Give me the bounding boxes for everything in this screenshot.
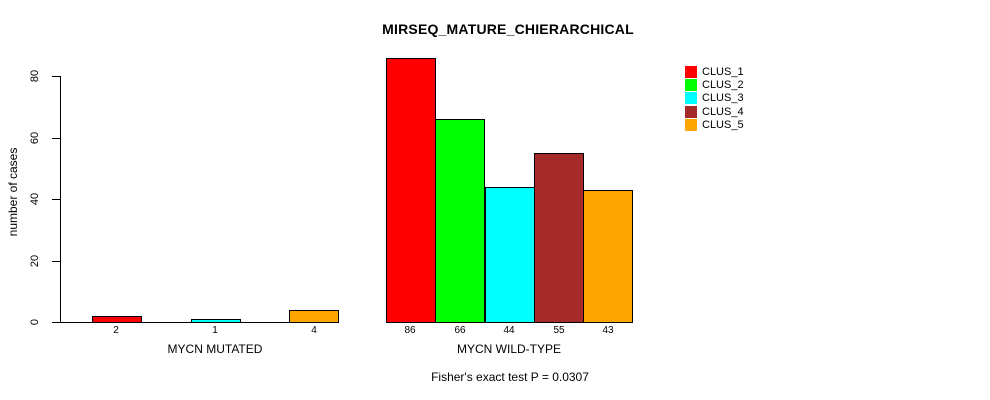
legend-label: CLUS_2 bbox=[702, 79, 744, 91]
bar-value-label: 55 bbox=[553, 325, 565, 336]
bar-clus_5 bbox=[583, 190, 633, 323]
y-axis-tick bbox=[52, 199, 60, 200]
legend-label: CLUS_4 bbox=[702, 106, 744, 118]
legend-swatch-clus_4 bbox=[685, 106, 697, 118]
bar-value-label: 4 bbox=[311, 325, 317, 336]
fisher-test-note: Fisher's exact test P = 0.0307 bbox=[431, 370, 589, 384]
legend-swatch-clus_5 bbox=[685, 119, 697, 131]
bar-value-label: 86 bbox=[404, 325, 416, 336]
y-axis-tick bbox=[52, 261, 60, 262]
legend-swatch-clus_1 bbox=[685, 66, 697, 78]
y-axis-line bbox=[60, 76, 61, 323]
chart-title: MIRSEQ_MATURE_CHIERARCHICAL bbox=[382, 21, 634, 37]
bar-clus_3 bbox=[191, 319, 241, 323]
bar-value-label: 1 bbox=[212, 325, 218, 336]
y-axis-tick bbox=[52, 322, 60, 323]
bar-value-label: 2 bbox=[113, 325, 119, 336]
y-axis-tick bbox=[52, 76, 60, 77]
legend-swatch-clus_3 bbox=[685, 92, 697, 104]
bar-value-label: 66 bbox=[454, 325, 466, 336]
bar-value-label: 44 bbox=[503, 325, 515, 336]
legend-label: CLUS_5 bbox=[702, 119, 744, 131]
bar-clus_2 bbox=[435, 119, 485, 323]
legend-label: CLUS_3 bbox=[702, 92, 744, 104]
bar-clus_1 bbox=[92, 316, 142, 323]
bar-value-label: 43 bbox=[602, 325, 614, 336]
y-axis-tick bbox=[52, 138, 60, 139]
legend-swatch-clus_2 bbox=[685, 79, 697, 91]
bar-clus_5 bbox=[289, 310, 339, 323]
legend-label: CLUS_1 bbox=[702, 66, 744, 78]
bar-clus_3 bbox=[485, 187, 535, 323]
x-group-label: MYCN MUTATED bbox=[167, 342, 263, 356]
x-group-label: MYCN WILD-TYPE bbox=[456, 342, 562, 356]
